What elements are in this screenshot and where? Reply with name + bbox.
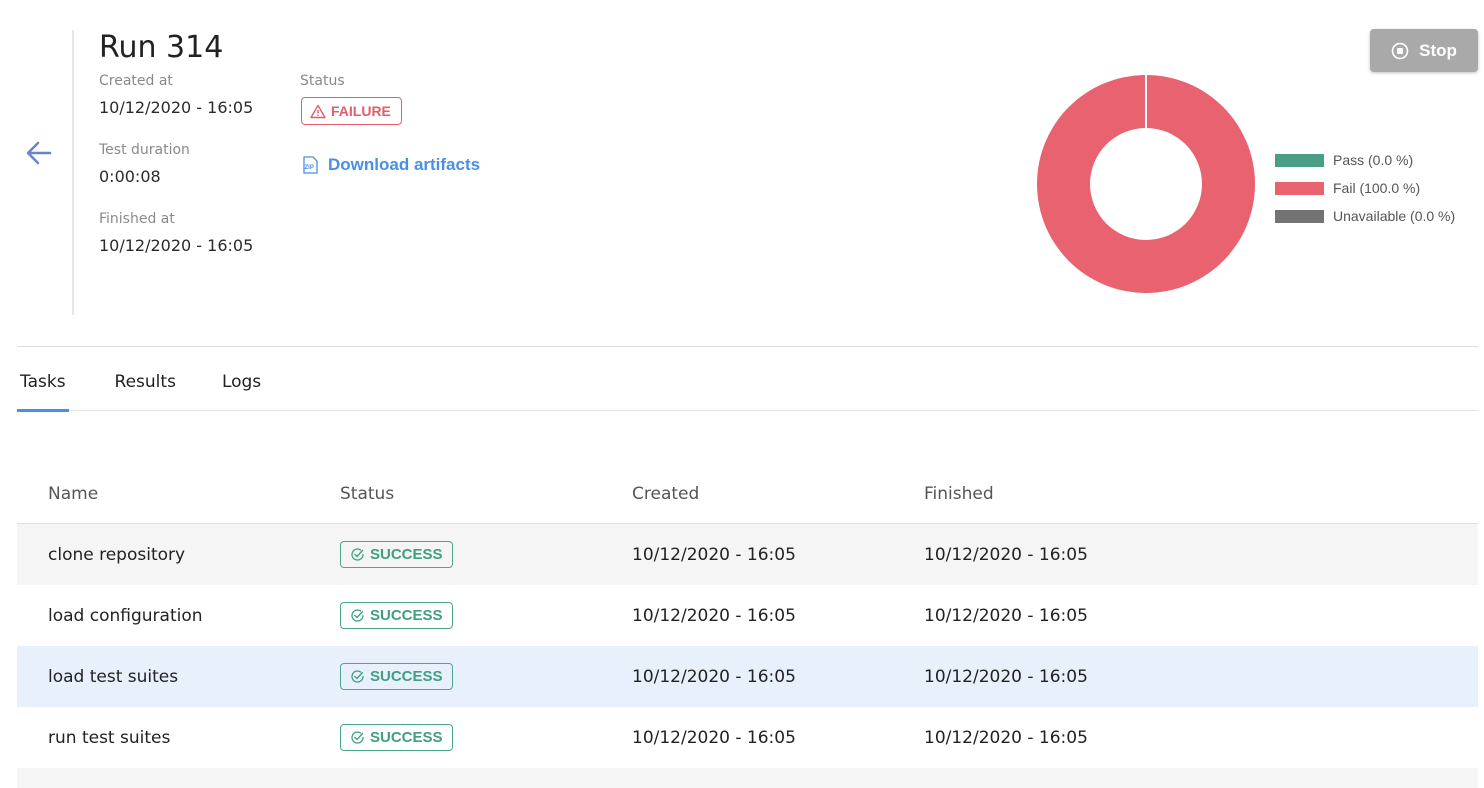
finished-cell: 10/12/2020 - 16:05 <box>924 605 1088 626</box>
status-label: Status <box>300 73 345 89</box>
check-circle-icon <box>351 609 364 622</box>
tab-tasks[interactable]: Tasks <box>17 352 69 412</box>
status-badge: FAILURE <box>301 97 402 125</box>
column-header-status[interactable]: Status <box>340 483 395 504</box>
stop-button[interactable]: Stop <box>1370 29 1478 72</box>
donut-slice-fail <box>1037 75 1255 293</box>
created-cell: 10/12/2020 - 16:05 <box>632 666 796 687</box>
finished-cell: 10/12/2020 - 16:05 <box>924 544 1088 565</box>
column-header-name[interactable]: Name <box>48 483 99 504</box>
table-row[interactable]: clone repository SUCCESS 10/12/2020 - 16… <box>17 524 1478 585</box>
check-circle-icon <box>351 670 364 683</box>
duration-label: Test duration <box>99 142 190 158</box>
task-name: load test suites <box>48 666 179 687</box>
finished-value: 10/12/2020 - 16:05 <box>99 236 254 255</box>
created-cell: 10/12/2020 - 16:05 <box>632 727 796 748</box>
task-name: load configuration <box>48 605 203 626</box>
legend-label: Fail (100.0 %) <box>1333 180 1421 196</box>
table-row[interactable] <box>17 768 1478 788</box>
tab-results[interactable]: Results <box>114 371 176 392</box>
column-header-finished[interactable]: Finished <box>924 483 994 504</box>
legend-swatch <box>1275 153 1324 167</box>
legend-item-fail: Fail (100.0 %) <box>1275 174 1455 202</box>
legend-swatch <box>1275 209 1324 223</box>
status-text: SUCCESS <box>370 668 443 685</box>
task-name: run test suites <box>48 727 171 748</box>
created-cell: 10/12/2020 - 16:05 <box>632 605 796 626</box>
check-circle-icon <box>351 548 364 561</box>
table-row[interactable]: load configuration SUCCESS 10/12/2020 - … <box>17 585 1478 646</box>
created-value: 10/12/2020 - 16:05 <box>99 98 254 117</box>
download-artifacts-link[interactable]: ZIP Download artifacts <box>300 155 480 175</box>
zip-file-icon: ZIP <box>303 156 318 174</box>
status-text: SUCCESS <box>370 729 443 746</box>
divider <box>17 346 1478 347</box>
chart-legend: Pass (0.0 %) Fail (100.0 %) Unavailable … <box>1275 146 1455 230</box>
stop-icon <box>1391 42 1409 59</box>
legend-label: Unavailable (0.0 %) <box>1333 208 1456 224</box>
finished-cell: 10/12/2020 - 16:05 <box>924 727 1088 748</box>
column-header-created[interactable]: Created <box>632 483 700 504</box>
table-header: Name Status Created Finished <box>17 464 1478 524</box>
status-text: SUCCESS <box>370 607 443 624</box>
task-name: clone repository <box>48 544 186 565</box>
finished-label: Finished at <box>99 211 175 227</box>
check-circle-icon <box>351 731 364 744</box>
created-cell: 10/12/2020 - 16:05 <box>632 544 796 565</box>
tab-bar: Tasks Results Logs <box>17 352 1478 412</box>
status-badge: SUCCESS <box>340 724 453 751</box>
table-row[interactable]: run test suites SUCCESS 10/12/2020 - 16:… <box>17 707 1478 768</box>
result-donut-chart <box>1037 75 1255 293</box>
legend-item-pass: Pass (0.0 %) <box>1275 146 1455 174</box>
finished-cell: 10/12/2020 - 16:05 <box>924 666 1088 687</box>
divider <box>72 30 74 315</box>
status-text: SUCCESS <box>370 546 443 563</box>
page-title: Run 314 <box>99 30 224 65</box>
status-text: FAILURE <box>331 103 391 119</box>
legend-item-unavailable: Unavailable (0.0 %) <box>1275 202 1455 230</box>
download-label: Download artifacts <box>328 155 481 174</box>
duration-value: 0:00:08 <box>99 167 161 186</box>
tab-logs[interactable]: Logs <box>221 371 262 392</box>
tasks-table: Name Status Created Finished clone repos… <box>17 464 1478 788</box>
legend-swatch <box>1275 181 1324 195</box>
created-label: Created at <box>99 73 173 89</box>
status-badge: SUCCESS <box>340 663 453 690</box>
table-row[interactable]: load test suites SUCCESS 10/12/2020 - 16… <box>17 646 1478 707</box>
status-badge: SUCCESS <box>340 602 453 629</box>
legend-label: Pass (0.0 %) <box>1333 152 1414 168</box>
status-badge: SUCCESS <box>340 541 453 568</box>
back-arrow-icon[interactable] <box>24 138 54 168</box>
stop-label: Stop <box>1419 40 1457 60</box>
warning-icon <box>310 104 326 118</box>
svg-text:ZIP: ZIP <box>305 165 314 171</box>
